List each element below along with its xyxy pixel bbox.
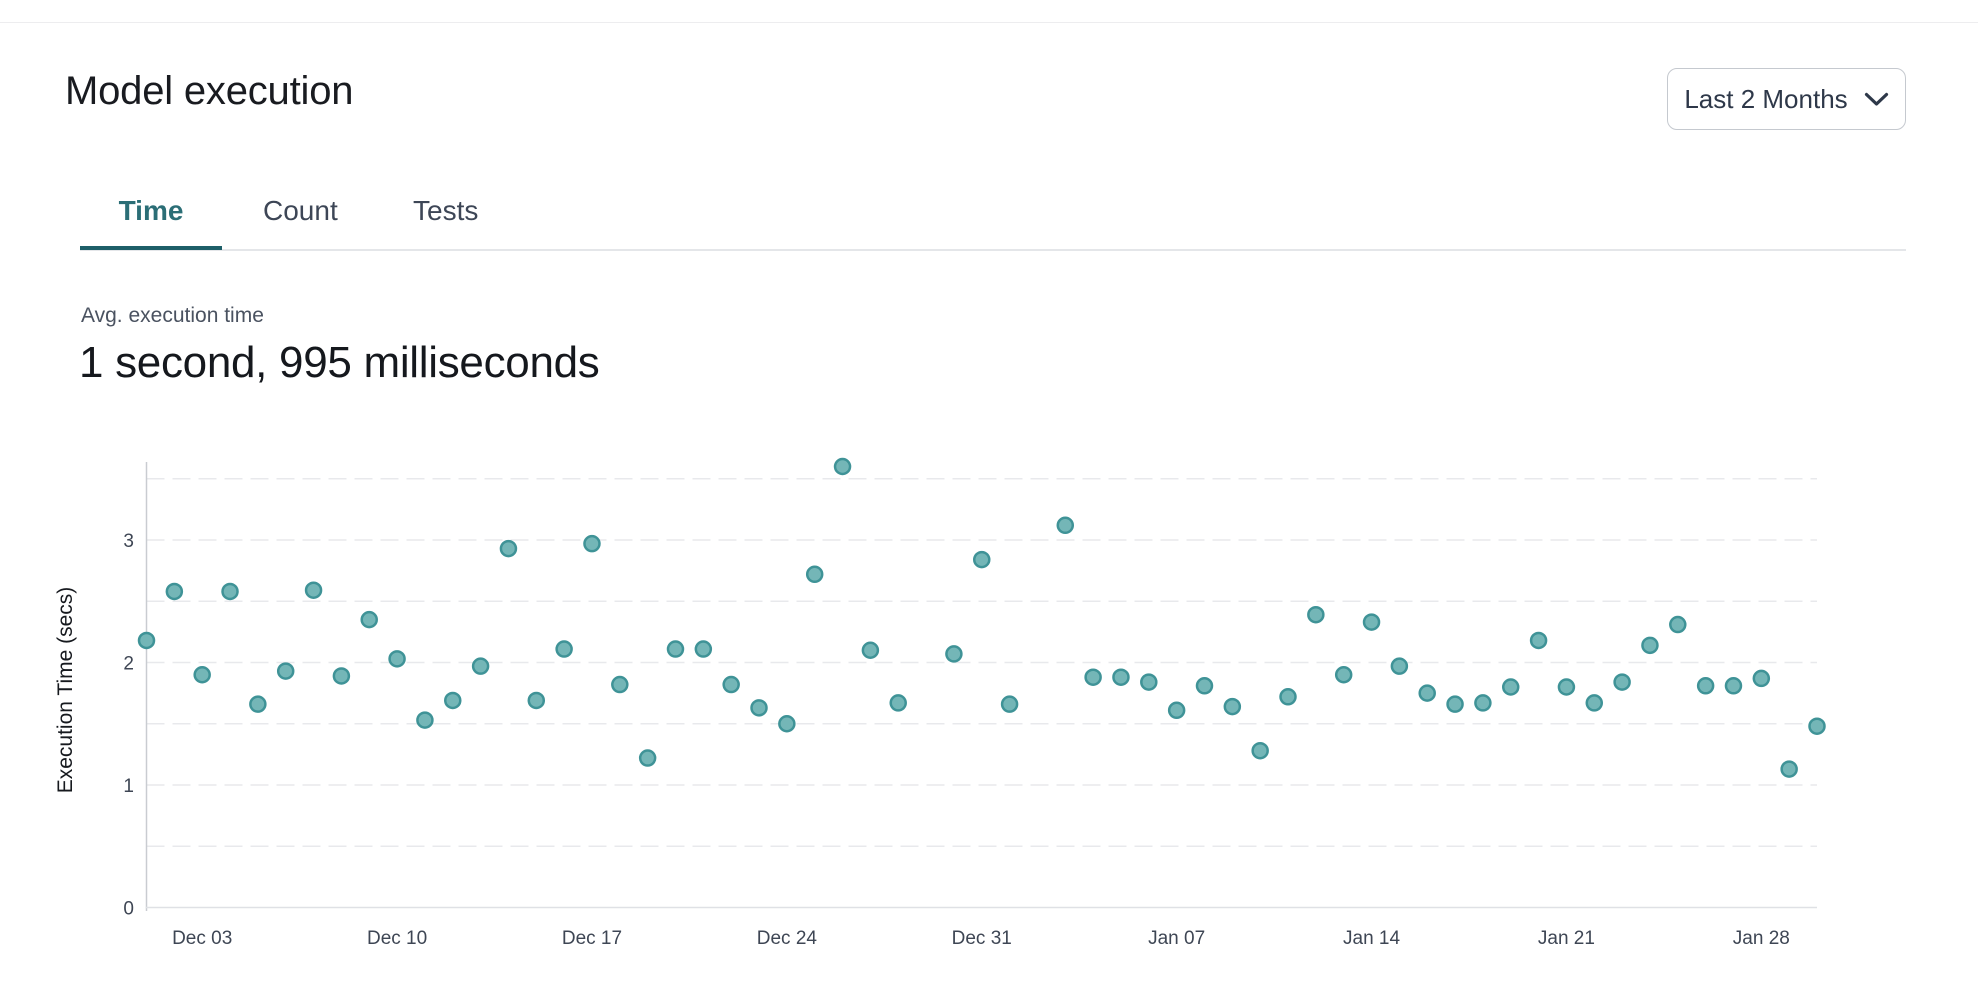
data-point[interactable] — [778, 715, 796, 733]
data-point[interactable] — [1084, 668, 1102, 686]
data-point[interactable] — [638, 749, 657, 767]
data-point[interactable] — [861, 641, 880, 659]
data-point[interactable] — [1446, 695, 1464, 713]
data-point[interactable] — [1808, 717, 1826, 735]
x-tick-label: Jan 28 — [1733, 928, 1790, 949]
y-axis-title: Execution Time (secs) — [54, 587, 77, 794]
data-point[interactable] — [1167, 701, 1186, 720]
tab-count[interactable]: Count — [263, 195, 338, 226]
data-point[interactable] — [1362, 613, 1381, 631]
data-point[interactable] — [249, 695, 267, 713]
execution-time-scatter-chart: 0 1 2 3 Dec 03 Dec 10 Dec 17 Dec 24 Dec 31 Jan 07… — [0, 420, 1978, 980]
data-point[interactable] — [499, 539, 518, 558]
data-point[interactable] — [471, 657, 490, 675]
data-point[interactable] — [1585, 694, 1604, 712]
data-point[interactable] — [1000, 695, 1019, 713]
data-point[interactable] — [666, 640, 685, 658]
data-point[interactable] — [1390, 657, 1409, 675]
metric-label: Avg. execution time — [81, 304, 264, 327]
data-point[interactable] — [583, 534, 601, 553]
page-title: Model execution — [65, 69, 354, 113]
data-point[interactable] — [1223, 697, 1242, 716]
data-point[interactable] — [332, 667, 351, 685]
chevron-down-icon — [1864, 92, 1889, 107]
x-tick-label: Jan 07 — [1148, 928, 1205, 949]
data-point[interactable] — [137, 631, 156, 650]
data-point[interactable] — [221, 582, 239, 601]
data-point[interactable] — [555, 640, 573, 658]
data-point[interactable] — [1696, 677, 1715, 695]
x-tick-label: Jan 21 — [1538, 928, 1595, 949]
data-point[interactable] — [1669, 615, 1687, 634]
tab-time[interactable]: Time — [118, 195, 184, 226]
x-tick-label: Dec 03 — [172, 928, 232, 949]
data-point[interactable] — [193, 666, 211, 684]
data-point[interactable] — [360, 610, 378, 629]
top-divider — [0, 22, 1978, 23]
data-point[interactable] — [1557, 678, 1576, 696]
x-tick-label: Dec 10 — [367, 928, 427, 949]
data-point[interactable] — [1140, 673, 1158, 691]
data-point[interactable] — [833, 457, 852, 476]
y-tick-label: 1 — [123, 776, 134, 797]
data-point[interactable] — [1613, 673, 1631, 691]
data-point[interactable] — [889, 694, 907, 712]
x-tick-label: Jan 14 — [1343, 928, 1400, 949]
y-tick-label: 3 — [123, 531, 134, 552]
data-point[interactable] — [165, 582, 184, 601]
data-point[interactable] — [1418, 684, 1436, 702]
data-point[interactable] — [388, 650, 406, 668]
data-point[interactable] — [805, 565, 824, 584]
data-point[interactable] — [1501, 678, 1520, 696]
data-point[interactable] — [276, 662, 295, 680]
tabs-divider — [80, 249, 1906, 251]
tab-tests[interactable]: Tests — [413, 195, 479, 226]
data-point[interactable] — [1334, 666, 1353, 684]
data-point[interactable] — [1056, 516, 1075, 535]
data-point[interactable] — [722, 675, 740, 694]
data-point[interactable] — [304, 581, 323, 599]
data-point[interactable] — [1474, 694, 1492, 712]
data-point[interactable] — [1529, 631, 1548, 650]
data-point[interactable] — [750, 699, 768, 717]
x-tick-label: Dec 17 — [562, 928, 622, 949]
data-point[interactable] — [1195, 677, 1214, 695]
data-point[interactable] — [694, 640, 713, 658]
y-tick-label: 2 — [123, 654, 134, 675]
y-tick-label: 0 — [123, 899, 134, 920]
metric-value: 1 second, 995 milliseconds — [79, 338, 600, 387]
data-point[interactable] — [945, 645, 963, 663]
data-point[interactable] — [1307, 605, 1325, 624]
x-tick-label: Dec 31 — [952, 928, 1012, 949]
active-tab-underline — [80, 246, 222, 250]
data-point[interactable] — [527, 691, 546, 710]
data-point[interactable] — [611, 675, 629, 694]
x-tick-label: Dec 24 — [757, 928, 818, 949]
date-range-value: Last 2 Months — [1684, 83, 1848, 114]
data-point[interactable] — [444, 691, 462, 710]
data-point[interactable] — [1279, 688, 1297, 706]
data-point[interactable] — [1752, 669, 1771, 688]
data-point[interactable] — [1724, 677, 1743, 695]
data-point[interactable] — [1641, 636, 1659, 655]
data-point[interactable] — [1251, 741, 1269, 760]
chart-svg: 0 1 2 3 Dec 03 Dec 10 Dec 17 Dec 24 Dec 31 Jan 07… — [54, 457, 1826, 949]
date-range-dropdown[interactable]: Last 2 Months — [1667, 68, 1906, 130]
data-point[interactable] — [1780, 760, 1798, 778]
data-point[interactable] — [973, 550, 991, 569]
data-point[interactable] — [1112, 668, 1130, 686]
data-point[interactable] — [416, 711, 434, 729]
